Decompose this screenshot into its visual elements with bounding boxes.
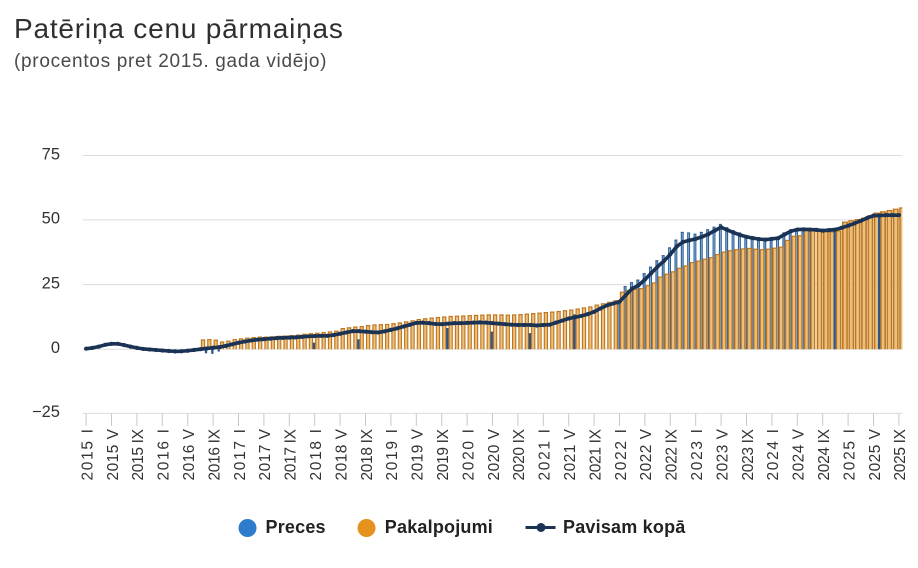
- svg-text:2019 I: 2019 I: [384, 429, 401, 481]
- svg-text:2023 V: 2023 V: [714, 428, 731, 480]
- svg-text:2021 I: 2021 I: [537, 429, 554, 481]
- svg-text:2024 I: 2024 I: [765, 429, 782, 481]
- svg-text:2025 IX: 2025 IX: [892, 428, 909, 480]
- svg-text:2016 I: 2016 I: [156, 429, 173, 481]
- svg-text:2020 I: 2020 I: [460, 429, 477, 481]
- svg-text:2020 IX: 2020 IX: [511, 428, 528, 480]
- svg-text:2018 V: 2018 V: [333, 428, 350, 480]
- svg-text:2015 V: 2015 V: [105, 428, 122, 480]
- svg-text:2015 IX: 2015 IX: [130, 428, 147, 480]
- svg-text:2018 I: 2018 I: [308, 429, 325, 481]
- svg-text:2017 V: 2017 V: [257, 428, 274, 480]
- svg-text:2024 IX: 2024 IX: [816, 428, 833, 480]
- svg-text:50: 50: [42, 210, 60, 228]
- svg-text:2020 V: 2020 V: [486, 428, 503, 480]
- svg-text:75: 75: [42, 145, 60, 163]
- svg-text:25: 25: [42, 274, 60, 292]
- svg-text:2023 I: 2023 I: [689, 429, 706, 481]
- svg-text:2018 IX: 2018 IX: [359, 428, 376, 480]
- svg-text:2021 IX: 2021 IX: [587, 428, 604, 480]
- svg-text:2025 I: 2025 I: [841, 429, 858, 481]
- svg-text:2023 IX: 2023 IX: [740, 428, 757, 480]
- svg-text:2022 IX: 2022 IX: [664, 428, 681, 480]
- svg-text:2019 IX: 2019 IX: [435, 428, 452, 480]
- svg-text:2022 V: 2022 V: [638, 428, 655, 480]
- svg-text:2017 I: 2017 I: [232, 429, 249, 481]
- svg-text:2024 V: 2024 V: [791, 428, 808, 480]
- svg-text:2016 IX: 2016 IX: [206, 428, 223, 480]
- svg-text:2022 I: 2022 I: [613, 429, 630, 481]
- svg-text:2019 V: 2019 V: [410, 428, 427, 480]
- svg-text:−25: −25: [32, 403, 60, 421]
- svg-text:2021 V: 2021 V: [562, 428, 579, 480]
- svg-text:2015 I: 2015 I: [79, 429, 96, 481]
- svg-text:2016 V: 2016 V: [181, 428, 198, 480]
- svg-text:2025 V: 2025 V: [867, 428, 884, 480]
- svg-text:0: 0: [51, 339, 60, 357]
- svg-text:2017 IX: 2017 IX: [283, 428, 300, 480]
